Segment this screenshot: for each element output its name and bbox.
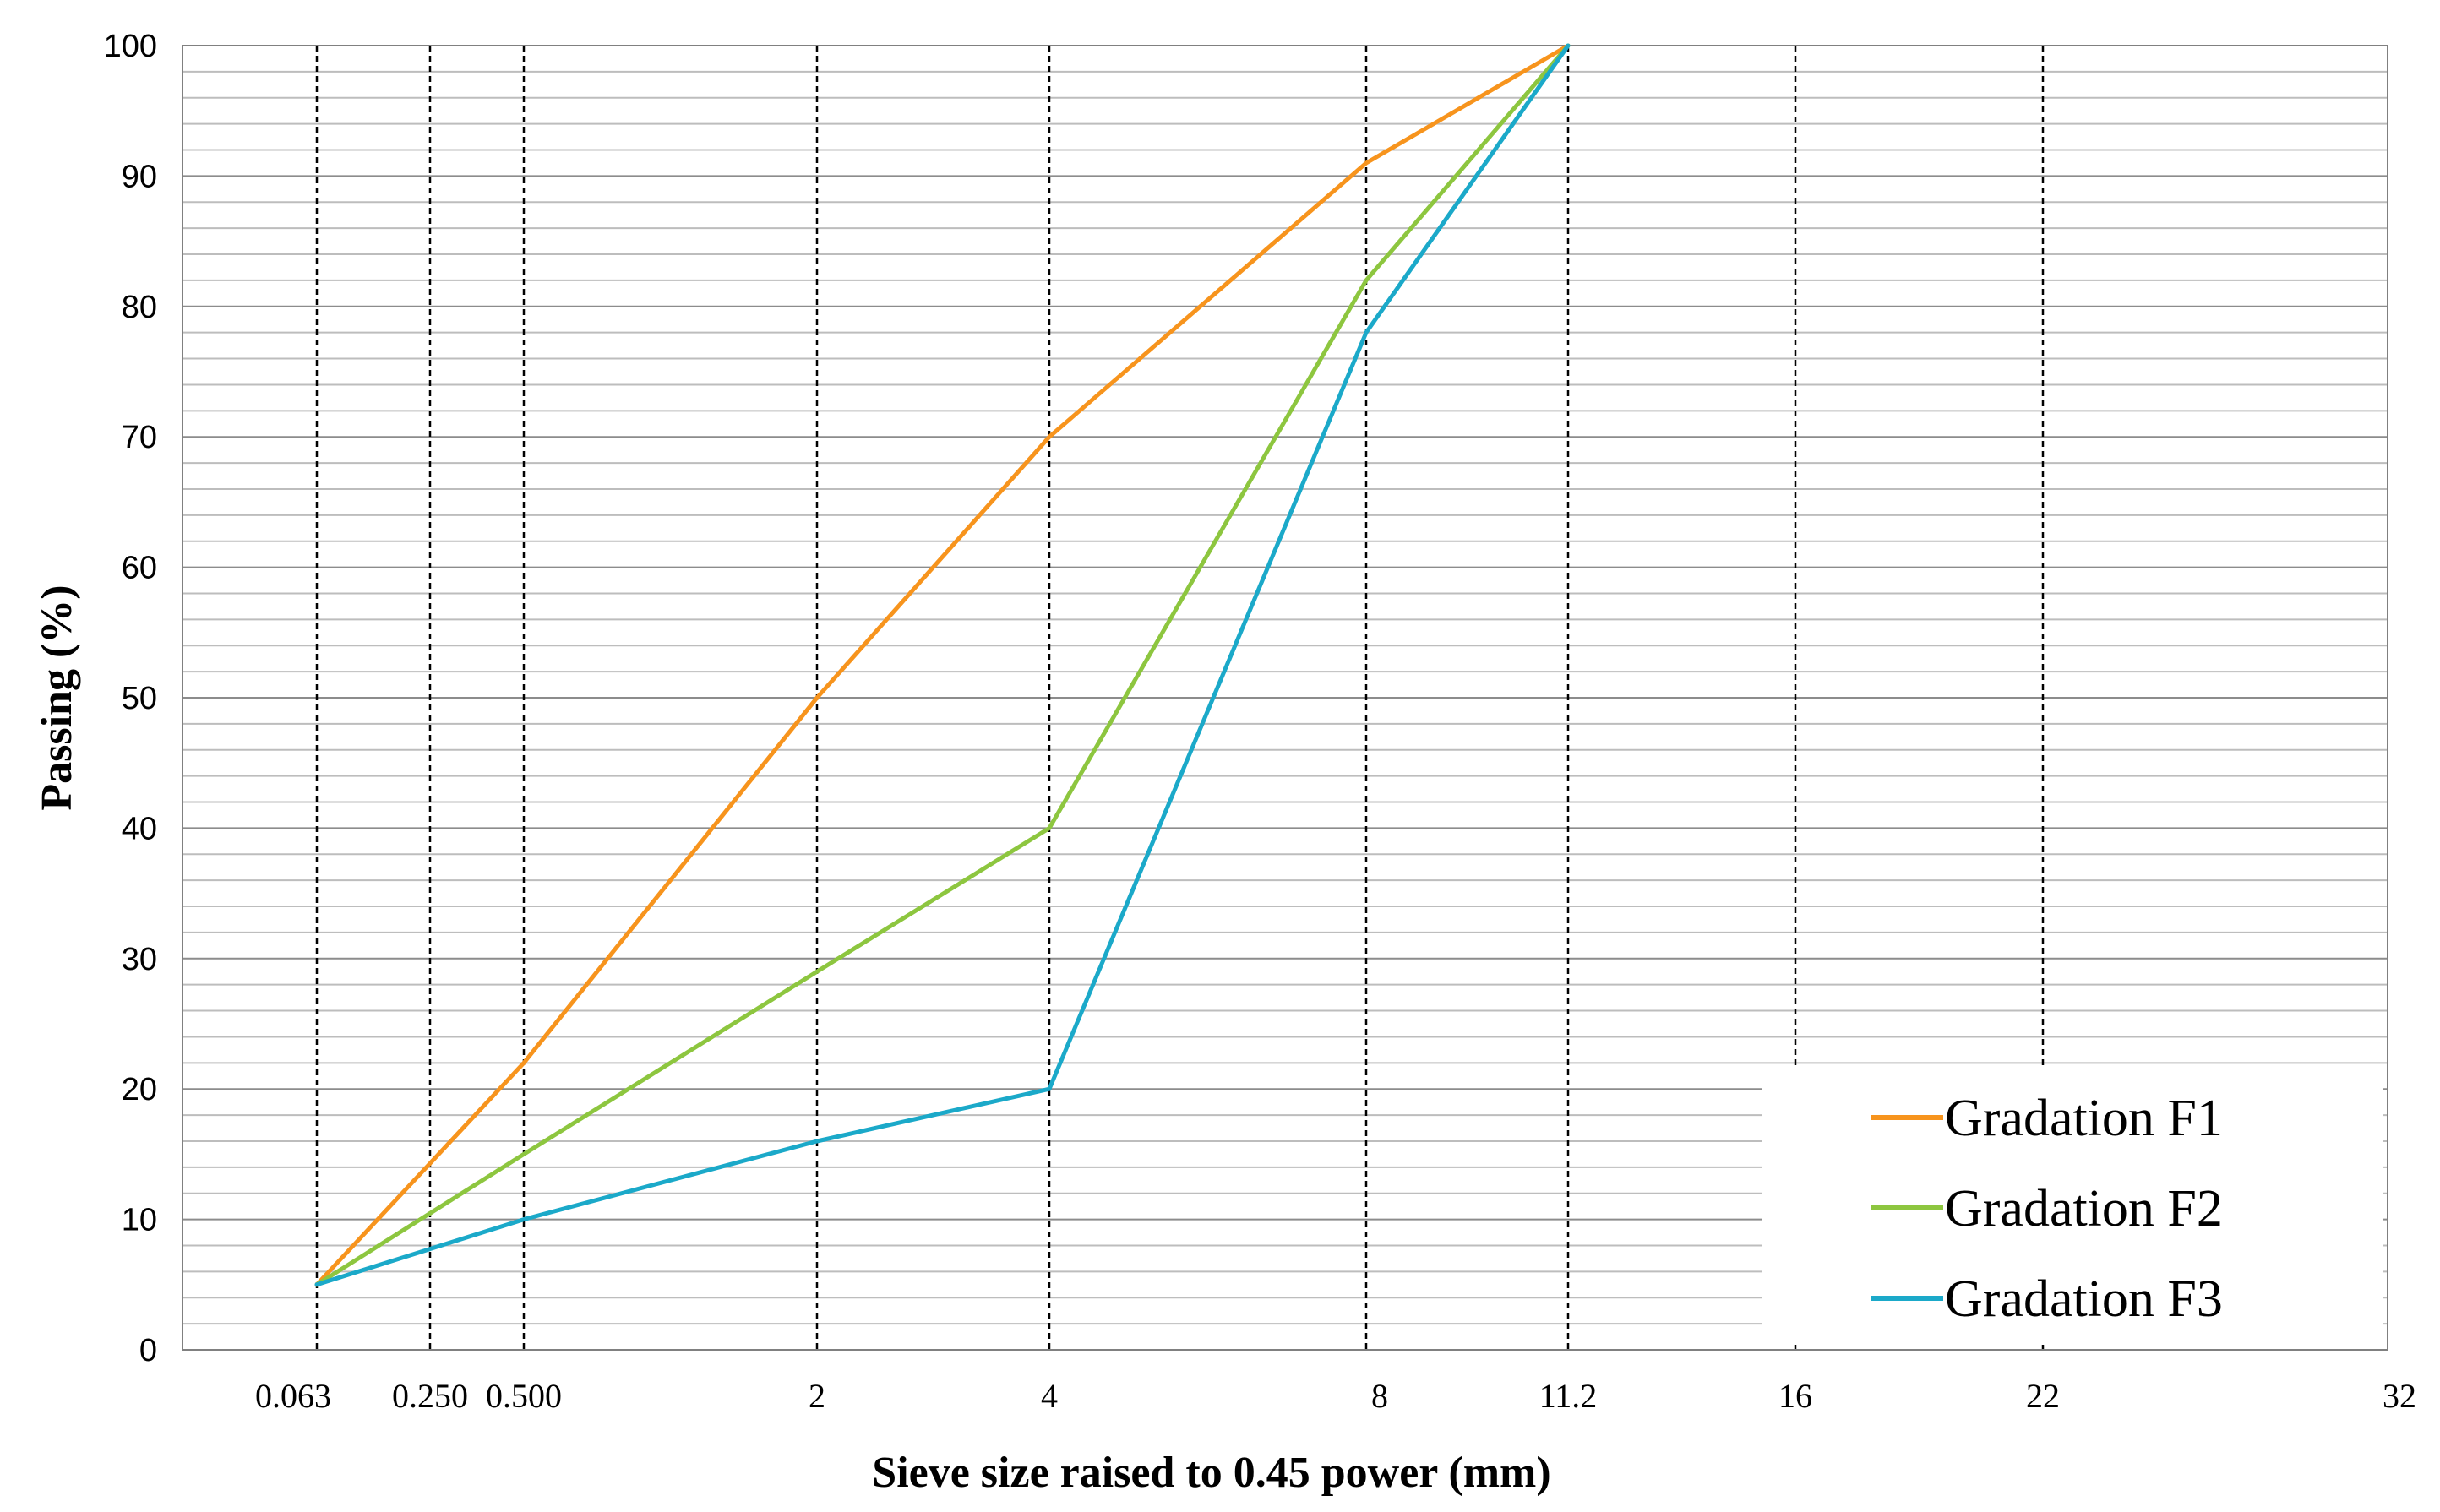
plot-area-frame [182,45,2388,1351]
x-tick-label: 16 [1778,1377,1812,1415]
x-tick-label: 2 [809,1377,825,1415]
y-tick-label: 20 [122,1072,157,1107]
x-axis-title: Sieve size raised to 0.45 power (mm) [872,1449,1550,1497]
y-tick-label: 80 [122,290,157,325]
series-line-gradation-f1 [314,43,1571,1287]
x-tick-label: 0.500 [486,1377,562,1415]
x-tick-label: 0.250 [392,1377,468,1415]
y-tick-label: 30 [122,942,157,977]
y-tick-label: 50 [122,681,157,716]
x-tick-label: 4 [1041,1377,1058,1415]
y-tick-label: 40 [122,811,157,846]
y-tick-label: 90 [122,159,157,194]
x-tick-label: 8 [1371,1377,1388,1415]
y-tick-label: 100 [104,29,157,64]
y-tick-label: 60 [122,551,157,586]
y-axis-tick-labels: 0 10 20 30 40 50 60 70 80 90 100 [104,29,157,1368]
y-tick-label: 70 [122,420,157,455]
minor-gridlines [182,70,2388,1325]
series-line-gradation-f2 [314,43,1571,1287]
y-axis-title: Passing (%) [33,585,81,810]
series-line-gradation-f3 [314,43,1571,1287]
legend-label: Gradation F1 [1945,1090,2223,1147]
y-tick-label: 10 [122,1203,157,1238]
y-tick-label: 0 [139,1333,157,1368]
x-tick-label: 32 [2383,1377,2416,1415]
x-tick-label: 22 [2026,1377,2060,1415]
x-axis-tick-labels: 0.063 0.250 0.500 2 4 8 11.2 16 22 32 [255,1377,2416,1415]
x-tick-label: 0.063 [255,1377,331,1415]
series-lines [314,43,1571,1287]
x-tick-label: 11.2 [1539,1377,1598,1415]
legend: Gradation F1 Gradation F2 Gradation F3 [1762,1066,2383,1345]
legend-label: Gradation F2 [1945,1180,2223,1237]
legend-background [1762,1066,2383,1345]
legend-label: Gradation F3 [1945,1270,2223,1328]
